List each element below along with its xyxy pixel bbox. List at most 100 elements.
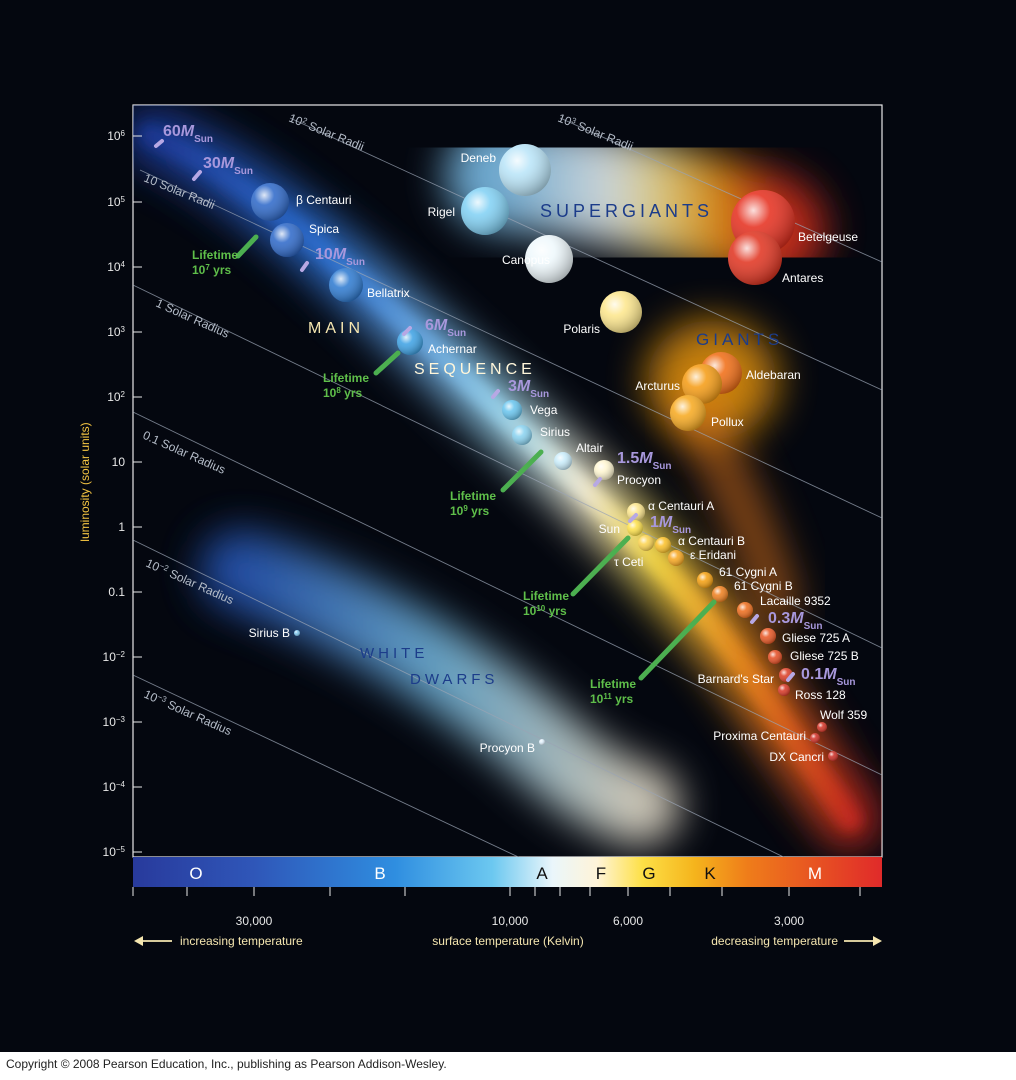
star-deneb: Deneb [461,144,551,196]
lifetime-connector [500,449,544,493]
star-canopus: Canopus [502,235,573,283]
lifetime-value: 108 yrs [323,386,362,401]
star-label: Gliese 725 B [790,649,859,663]
region-label-main: MAIN [308,320,364,337]
star-shading [600,291,642,333]
star-shading [817,722,827,732]
mass-tick [402,326,412,336]
star-label: Sirius B [249,626,290,640]
star-shading [502,400,522,420]
star-centauri-b: α Centauri B [655,534,745,553]
mass-tick [593,477,602,487]
star-shading [682,364,722,404]
mass-tick [628,513,638,523]
star-label: Ross 128 [795,688,846,702]
star-label: Barnard's Star [698,672,774,686]
y-tick-label: 1 [118,520,125,534]
star-shading [329,268,363,302]
mass-label: 30MSun [203,155,253,177]
star-label: 61 Cygni A [719,565,777,579]
x-tick-label: 10,000 [492,914,529,928]
star-shading [270,223,304,257]
radius-line-label: 102 Solar Radii [287,110,366,153]
star-dx-cancri: DX Cancri [769,750,838,764]
star-proxima-centauri: Proxima Centauri [713,729,820,743]
star-antares: Antares [728,231,823,285]
y-tick-label: 10−2 [103,650,126,665]
mass-label: 3MSun [508,378,549,400]
star-gliese-725-b: Gliese 725 B [768,649,859,664]
star-shading [499,144,551,196]
spectral-class-bar [133,857,882,887]
star-shading [638,535,654,551]
spectral-class-o: O [189,864,202,883]
star-shading [697,572,713,588]
star-sirius: Sirius [512,425,570,445]
star-bellatrix: Bellatrix [329,268,410,302]
decreasing-temperature-label: decreasing temperature [711,934,838,948]
star-shading [627,520,643,536]
radius-line-label: 0.1 Solar Radius [141,428,228,477]
star-ceti: τ Ceti [614,535,654,569]
y-tick-label: 102 [107,390,125,405]
lifetime-label: Lifetime [590,677,636,691]
star-shading [251,183,289,221]
lifetime-value: 109 yrs [450,504,489,519]
mass-label: 0.3MSun [768,610,822,632]
lifetime-label: Lifetime [450,489,496,503]
star-label: Spica [309,222,339,236]
star-label: Lacaille 9352 [760,594,831,608]
lifetime-label: Lifetime [323,371,369,385]
star-label: DX Cancri [769,750,824,764]
spectral-class-g: G [642,864,655,883]
star-altair: Altair [554,441,603,470]
radius-line [133,539,785,857]
mass-label: 6MSun [425,317,466,339]
y-tick-label: 104 [107,260,125,275]
star-shading [461,187,509,235]
stars: β Centauri Spica Bellatrix Achernar Vega Siri… [249,144,867,764]
star-label: Vega [530,403,558,417]
star-shading [397,329,423,355]
star-shading [728,231,782,285]
star-label: Deneb [461,151,497,165]
star-spica: Spica [270,222,339,257]
mass-tick [491,389,500,399]
mass-tick [154,139,164,148]
star-shading [670,395,706,431]
star-label: Procyon [617,473,661,487]
region-label-dwarfs: DWARFS [410,671,498,688]
radius-line [133,674,520,857]
star-shading [554,452,572,470]
mass-tick [300,261,309,272]
star-label: Arcturus [635,379,680,393]
y-tick-label: 0.1 [108,585,125,599]
mass-tick [750,614,759,624]
lifetime-label: Lifetime [523,589,569,603]
star-label: Canopus [502,253,550,267]
lifetime-connector [235,234,259,259]
star-procyon: Procyon [594,460,661,487]
star-label: β Centauri [296,193,352,207]
y-tick-label: 105 [107,195,125,210]
spectral-class-m: M [808,864,822,883]
star-shading [668,550,684,566]
x-axis-ticks: 30,000 10,000 6,000 3,000 [132,887,861,928]
mass-label: 1MSun [650,514,691,536]
star-shading [294,630,300,636]
star-61-cygni-b: 61 Cygni B [712,579,793,602]
lifetime-value: 1011 yrs [590,692,634,707]
mass-label: 60MSun [163,123,213,145]
star-lacaille-9352: Lacaille 9352 [737,594,831,618]
radius-line-label: 1 Solar Radius [154,296,232,341]
star-label: Sun [599,522,620,536]
radius-line [133,411,882,776]
radius-line [289,117,882,391]
star-label: Achernar [428,342,477,356]
star-procyon-b: Procyon B [480,739,545,755]
star-shading [828,751,838,761]
mass-tick [192,170,202,181]
y-tick-label: 106 [107,129,125,144]
